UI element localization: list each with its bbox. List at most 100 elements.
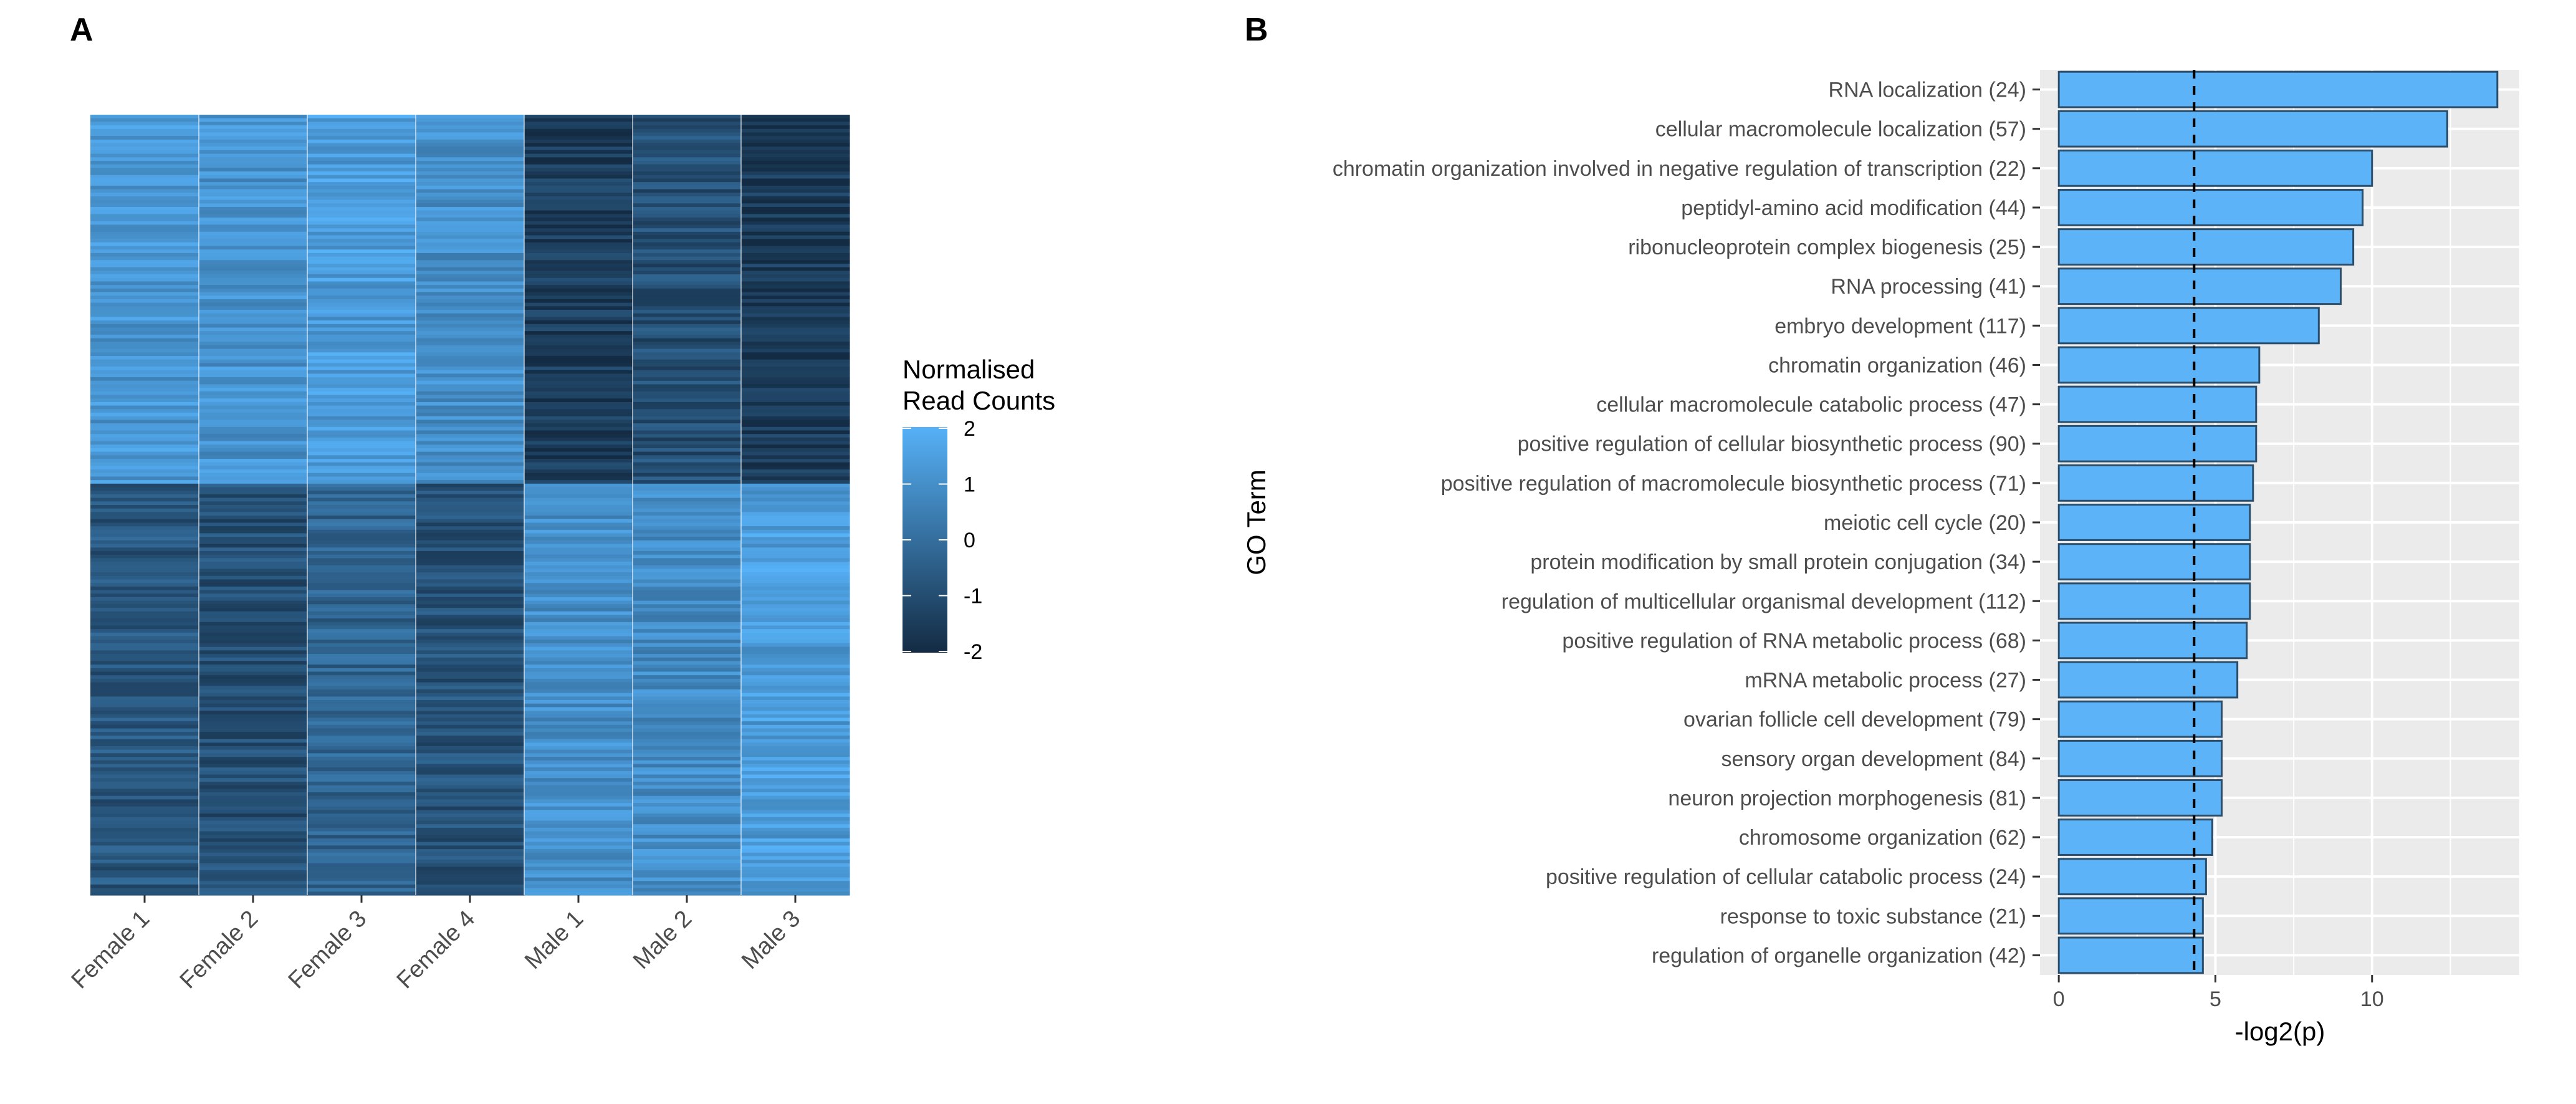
heatmap-cell — [90, 753, 199, 757]
heatmap-cell — [524, 629, 633, 633]
heatmap-cell — [633, 696, 742, 701]
heatmap-cell — [524, 579, 633, 583]
heatmap-cell — [90, 252, 199, 257]
heatmap-cell — [307, 171, 416, 176]
heatmap-cell — [524, 363, 633, 367]
heatmap-cell — [199, 367, 308, 371]
heatmap-cell — [633, 398, 742, 403]
heatmap-cell — [416, 767, 525, 772]
heatmap-cell — [307, 831, 416, 835]
heatmap-cell — [199, 586, 308, 591]
heatmap-cell — [633, 395, 742, 399]
heatmap-cell — [199, 153, 308, 158]
heatmap-cell — [90, 640, 199, 644]
heatmap-cell — [633, 324, 742, 329]
heatmap-cell — [416, 678, 525, 683]
heatmap-cell — [524, 462, 633, 466]
heatmap-cell — [90, 189, 199, 193]
heatmap-cell — [741, 264, 850, 268]
heatmap-cell — [633, 210, 742, 214]
heatmap-cell — [199, 426, 308, 431]
heatmap-cell — [416, 512, 525, 516]
heatmap-cell — [741, 579, 850, 583]
bar — [2057, 936, 2204, 974]
heatmap-cell — [199, 806, 308, 811]
heatmap-cell — [416, 401, 525, 406]
heatmap-cell — [307, 661, 416, 665]
heatmap-cell — [741, 615, 850, 619]
heatmap-cell — [307, 206, 416, 211]
heatmap-cell — [90, 395, 199, 399]
heatmap-cell — [633, 317, 742, 321]
heatmap-cell — [633, 714, 742, 719]
heatmap-cell — [90, 575, 199, 580]
heatmap-cell — [524, 391, 633, 396]
heatmap-cell — [199, 342, 308, 346]
heatmap-cell — [307, 444, 416, 449]
heatmap-cell — [90, 267, 199, 271]
heatmap-cell — [741, 274, 850, 279]
heatmap-cell — [524, 168, 633, 172]
heatmap-cell — [416, 640, 525, 644]
heatmap-cell — [307, 264, 416, 268]
heatmap-cell — [741, 380, 850, 385]
heatmap-cell — [633, 565, 742, 570]
heatmap-cell — [633, 391, 742, 396]
heatmap-cell — [90, 370, 199, 375]
heatmap-cell — [416, 696, 525, 701]
heatmap-cell — [524, 789, 633, 793]
heatmap-cell — [199, 455, 308, 459]
heatmap-cell — [741, 661, 850, 665]
bar — [2057, 149, 2373, 187]
heatmap-cell — [741, 459, 850, 463]
heatmap-cell — [524, 459, 633, 463]
heatmap-cell — [741, 550, 850, 555]
heatmap-cell — [741, 416, 850, 421]
heatmap-cell — [307, 526, 416, 530]
heatmap-cell — [307, 646, 416, 651]
heatmap-cell — [307, 239, 416, 243]
heatmap-cell — [307, 441, 416, 445]
heatmap-cell — [90, 260, 199, 264]
heatmap-cell — [524, 665, 633, 669]
heatmap-cell — [524, 770, 633, 775]
heatmap-cell — [90, 218, 199, 222]
heatmap-cell — [90, 795, 199, 800]
heatmap-cell — [524, 196, 633, 201]
heatmap-cell — [199, 264, 308, 268]
heatmap-cell — [307, 703, 416, 708]
heatmap-cell — [199, 228, 308, 233]
heatmap-cell — [741, 295, 850, 300]
heatmap-cell — [524, 671, 633, 676]
y-tick-label: neuron projection morphogenesis (81) — [1668, 787, 2026, 810]
heatmap-cell — [416, 764, 525, 768]
heatmap-cell — [416, 721, 525, 726]
heatmap-cell — [199, 249, 308, 254]
bar — [2057, 346, 2261, 384]
heatmap-cell — [524, 451, 633, 456]
heatmap-cell — [741, 799, 850, 804]
heatmap-cell — [633, 157, 742, 161]
heatmap-cell — [416, 157, 525, 161]
heatmap-cell — [741, 395, 850, 399]
heatmap-cell — [90, 675, 199, 679]
heatmap-cell — [90, 820, 199, 825]
heatmap-cell — [524, 306, 633, 310]
heatmap-cell — [90, 852, 199, 857]
x-tick-label: 5 — [2210, 987, 2221, 1011]
heatmap-cell — [524, 835, 633, 839]
heatmap-cell — [524, 426, 633, 431]
heatmap-cell — [741, 143, 850, 147]
bar — [2057, 267, 2342, 305]
heatmap-cell — [633, 540, 742, 545]
y-tick-label: positive regulation of cellular biosynth… — [1518, 433, 2026, 456]
heatmap-cell — [416, 625, 525, 630]
heatmap-cell — [416, 221, 525, 226]
heatmap-cell — [90, 600, 199, 605]
heatmap-cell — [416, 473, 525, 478]
heatmap-cell — [416, 185, 525, 190]
heatmap-cell — [741, 434, 850, 438]
heatmap-cell — [633, 252, 742, 257]
heatmap-cell — [633, 884, 742, 889]
heatmap-cell — [199, 401, 308, 406]
